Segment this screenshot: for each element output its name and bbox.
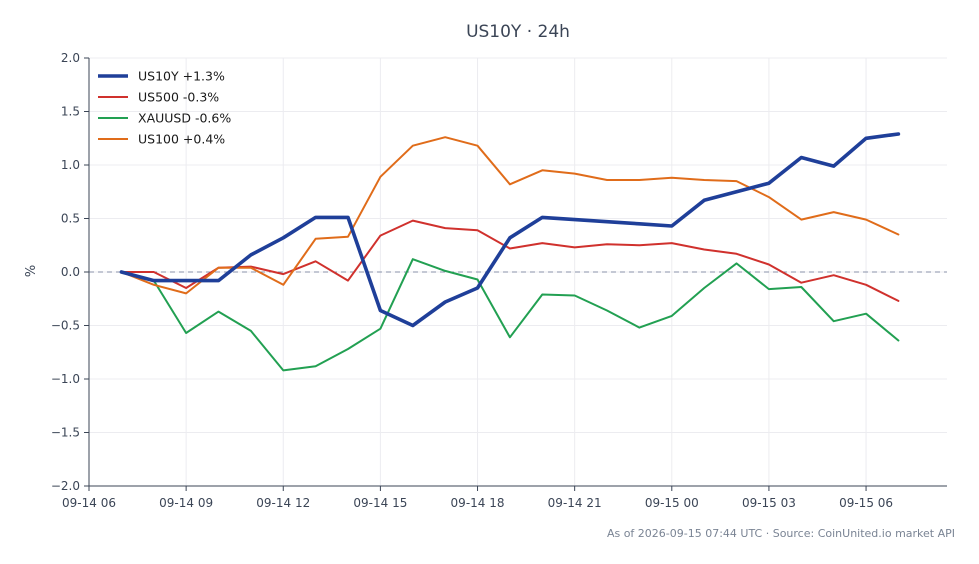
x-tick-label-4: 09-14 18: [451, 496, 505, 510]
legend-label-1: US500 -0.3%: [138, 90, 219, 105]
x-tick-label-3: 09-14 15: [353, 496, 407, 510]
series-line-3: [120, 136, 900, 295]
legend-label-2: XAUUSD -0.6%: [138, 111, 231, 126]
x-tick-label-8: 09-15 06: [839, 496, 893, 510]
x-ticks: 09-14 06 09-14 09 09-14 12 09-14 15 09-14 18…: [62, 486, 893, 510]
y-tick-label-8: −2.0: [51, 479, 80, 493]
y-tick-label-6: −1.0: [51, 372, 80, 386]
y-tick-label-0: 2.0: [61, 51, 80, 65]
legend-label-0: US10Y +1.3%: [138, 69, 225, 84]
x-tick-label-5: 09-14 21: [548, 496, 602, 510]
axes: [88, 58, 947, 487]
series-line-2: [120, 258, 900, 372]
y-tick-label-1: 1.5: [61, 105, 80, 119]
x-tick-label-6: 09-15 00: [645, 496, 699, 510]
y-tick-label-5: −0.5: [51, 319, 80, 333]
y-tick-label-2: 1.0: [61, 158, 80, 172]
x-tick-label-1: 09-14 09: [159, 496, 213, 510]
chart-footnote: As of 2026-09-15 07:44 UTC · Source: Coi…: [607, 527, 955, 540]
series-line-1: [120, 219, 900, 302]
series-lines: [119, 132, 901, 372]
legend-label-3: US100 +0.4%: [138, 132, 225, 147]
y-axis-label: %: [24, 265, 39, 277]
x-tick-label-0: 09-14 06: [62, 496, 116, 510]
y-tick-label-7: −1.5: [51, 426, 80, 440]
y-tick-label-3: 0.5: [61, 212, 80, 226]
legend: US10Y +1.3% US500 -0.3% XAUUSD -0.6% US100 …: [98, 69, 231, 147]
chart-title: US10Y · 24h: [466, 22, 570, 42]
y-tick-label-4: 0.0: [61, 265, 80, 279]
x-tick-label-7: 09-15 03: [742, 496, 796, 510]
x-tick-label-2: 09-14 12: [256, 496, 310, 510]
y-ticks: 2.0 1.5 1.0 0.5 0.0 −0.5 −1.0 −1.5 −2.0: [51, 51, 89, 493]
series-line-0: [119, 132, 901, 328]
